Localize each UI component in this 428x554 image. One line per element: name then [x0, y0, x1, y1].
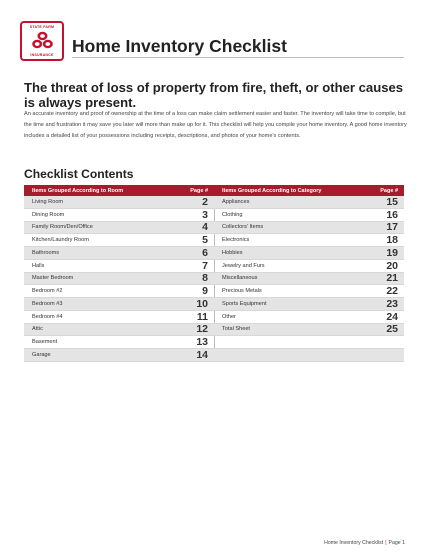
room-item-page: 12 [196, 323, 208, 336]
category-item-name: Precious Metals [222, 288, 262, 295]
page-title: Home Inventory Checklist [72, 36, 287, 56]
room-item-page: 9 [202, 285, 208, 298]
category-table: Items Grouped According to Category Page… [214, 185, 404, 362]
room-row: Family Room/Den/Office 4 [24, 221, 214, 235]
room-row: Attic 12 [24, 323, 214, 337]
category-item-name: Jewelry and Furs [222, 262, 265, 269]
footer-doc-name: Home Inventory Checklist [324, 540, 384, 546]
title-divider [72, 57, 404, 58]
room-table-header-page: Page # [190, 187, 208, 194]
category-item-name: Clothing [222, 211, 243, 218]
room-table: Items Grouped According to Room Page # L… [24, 185, 214, 362]
room-item-name: Attic [32, 326, 43, 333]
category-item-page: 18 [386, 234, 398, 247]
room-item-name: Bedroom #3 [32, 300, 63, 307]
category-item-page: 21 [386, 272, 398, 285]
room-row: Master Bedroom 8 [24, 272, 214, 286]
room-item-page: 10 [196, 297, 208, 310]
category-row: Electronics 18 [214, 234, 404, 247]
intro-headline: The threat of loss of property from fire… [24, 80, 404, 110]
room-item-name: Dining Room [32, 211, 65, 218]
room-table-header-label: Items Grouped According to Room [32, 187, 124, 194]
category-item-page: 16 [386, 208, 398, 221]
room-item-page: 2 [202, 195, 208, 208]
room-item-page: 6 [202, 246, 208, 259]
room-row: Basement 13 [24, 336, 214, 349]
category-item-page: 17 [386, 221, 398, 234]
room-row: Kitchen/Laundry Room 5 [24, 234, 214, 247]
category-row: Precious Metals 22 [214, 285, 404, 298]
room-table-header: Items Grouped According to Room Page # [24, 185, 214, 196]
room-item-name: Family Room/Den/Office [32, 224, 93, 231]
category-item-name: Miscellaneous [222, 275, 258, 282]
category-item-page: 20 [386, 259, 398, 272]
category-row: Jewelry and Furs 20 [214, 260, 404, 273]
room-row: Living Room 2 [24, 196, 214, 209]
state-farm-logo: STATE FARM INSURANCE [20, 21, 64, 61]
room-item-page: 11 [196, 310, 208, 323]
category-item-name: Appliances [222, 198, 250, 205]
category-item-name: Hobbies [222, 249, 243, 256]
room-row: Dining Room 3 [24, 209, 214, 222]
room-item-name: Garage [32, 351, 51, 358]
category-row: Collectors' Items 17 [214, 221, 404, 235]
room-item-page: 4 [202, 221, 208, 234]
category-item-page: 23 [386, 297, 398, 310]
checklist-contents-heading: Checklist Contents [24, 167, 134, 181]
category-row: Miscellaneous 21 [214, 272, 404, 286]
room-row: Bedroom #4 11 [24, 311, 214, 324]
category-item-name: Other [222, 313, 236, 320]
category-row: Hobbies 19 [214, 247, 404, 260]
logo-brand-top: STATE FARM [29, 25, 55, 29]
room-item-page: 8 [202, 272, 208, 285]
category-table-header-page: Page # [380, 187, 398, 194]
intro-paragraph: An accurate inventory and proof of owner… [24, 111, 407, 140]
footer-separator: | [385, 540, 387, 546]
category-item-page: 22 [386, 285, 398, 298]
category-item-page: 19 [386, 246, 398, 259]
room-row: Halls 7 [24, 260, 214, 273]
room-item-name: Kitchen/Laundry Room [32, 237, 89, 244]
three-ovals-icon [32, 31, 53, 49]
room-item-page: 7 [202, 259, 208, 272]
category-table-header: Items Grouped According to Category Page… [214, 185, 404, 196]
logo-brand-bottom: INSURANCE [30, 53, 54, 57]
category-row [214, 349, 404, 362]
category-item-page: 25 [386, 323, 398, 336]
category-row: Sports Equipment 23 [214, 298, 404, 311]
category-row: Clothing 16 [214, 209, 404, 222]
room-row: Bedroom #2 9 [24, 285, 214, 298]
category-row: Other 24 [214, 311, 404, 324]
category-row: Total Sheet 25 [214, 323, 404, 337]
room-item-name: Master Bedroom [32, 275, 74, 282]
room-row: Bedroom #3 10 [24, 298, 214, 311]
category-item-page: 24 [386, 310, 398, 323]
room-item-name: Bedroom #4 [32, 313, 63, 320]
category-item-name: Collectors' Items [222, 224, 264, 231]
page-footer: Home Inventory Checklist | Page 1 [324, 540, 405, 546]
room-item-page: 13 [196, 336, 208, 349]
category-item-page: 15 [386, 195, 398, 208]
room-row: Bathrooms 6 [24, 247, 214, 260]
category-item-name: Sports Equipment [222, 300, 267, 307]
room-item-name: Halls [32, 262, 45, 269]
category-table-header-label: Items Grouped According to Category [222, 187, 322, 194]
room-item-page: 14 [196, 348, 208, 361]
footer-page-number: Page 1 [388, 540, 405, 546]
room-item-page: 3 [202, 208, 208, 221]
room-row: Garage 14 [24, 349, 214, 362]
room-item-name: Living Room [32, 198, 64, 205]
room-item-name: Bedroom #2 [32, 288, 63, 295]
room-item-name: Basement [32, 339, 58, 346]
category-item-name: Total Sheet [222, 326, 250, 333]
category-row: Appliances 15 [214, 196, 404, 209]
room-item-name: Bathrooms [32, 249, 60, 256]
category-item-name: Electronics [222, 237, 250, 244]
room-item-page: 5 [202, 234, 208, 247]
table-column-divider [213, 196, 215, 362]
category-row [214, 336, 404, 349]
